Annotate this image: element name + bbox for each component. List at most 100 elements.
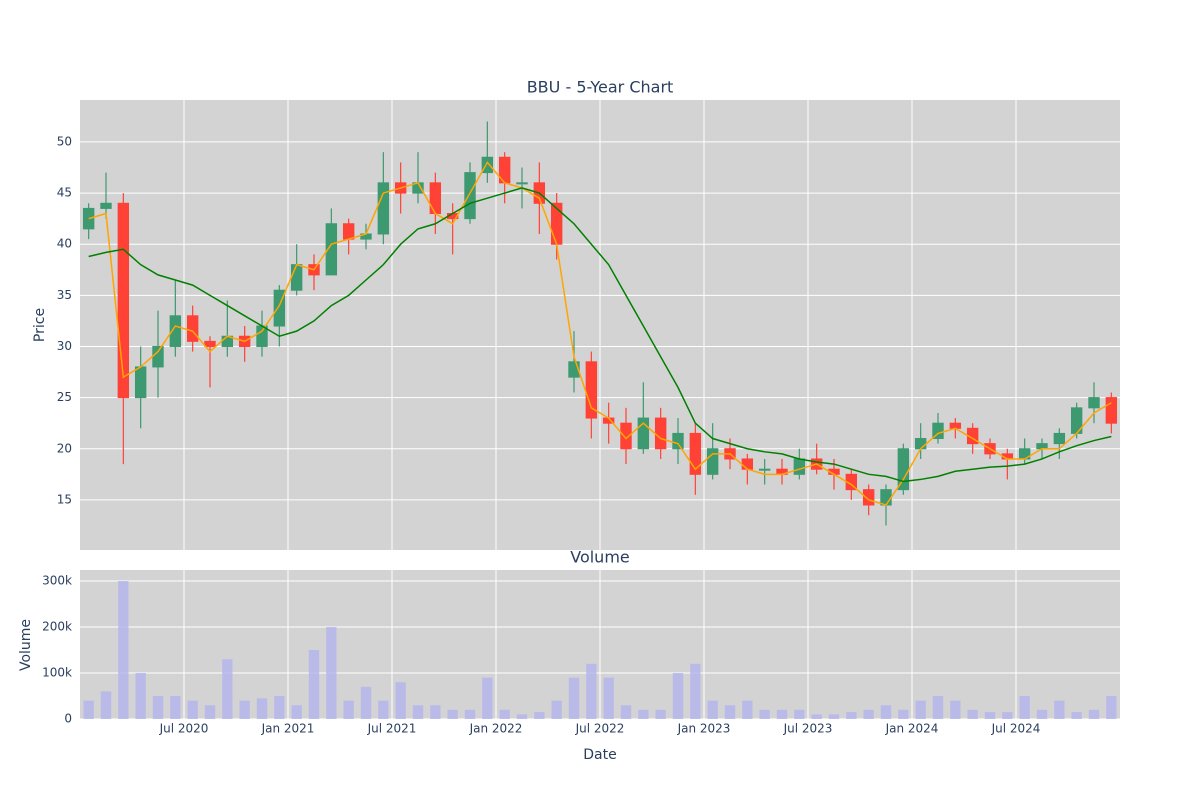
candle-body	[100, 202, 112, 209]
candle-body	[914, 438, 927, 450]
x-tick-label: Jan 2021	[261, 722, 315, 736]
candle-body	[204, 340, 216, 347]
candle-body	[342, 223, 355, 240]
y-tick-label: 300k	[42, 574, 72, 588]
volume-bar	[880, 705, 892, 719]
volume-bar	[464, 709, 476, 719]
y-tick-label: 45	[57, 186, 72, 200]
y-tick-label: 30	[57, 339, 72, 353]
candle-body	[377, 182, 390, 235]
x-tick-label: Jan 2023	[677, 722, 731, 736]
candle-body	[637, 417, 650, 450]
volume-bar	[724, 705, 736, 719]
candle-body	[1036, 443, 1048, 450]
volume-bar	[620, 705, 632, 719]
volume-bar	[360, 686, 372, 719]
volume-bar	[152, 696, 164, 719]
volume-bar	[256, 698, 268, 719]
candle-body	[290, 264, 303, 291]
candle-body	[758, 468, 771, 471]
candle-body	[689, 432, 702, 475]
candle-body	[1088, 397, 1100, 409]
y-tick-label: 0	[64, 712, 72, 726]
candle-body	[481, 156, 494, 174]
candle-body	[672, 432, 684, 450]
candle-body	[706, 448, 719, 475]
volume-bar	[516, 714, 528, 719]
y-tick-label: 15	[57, 492, 72, 506]
candle-body	[429, 182, 442, 215]
y-tick-label: 200k	[42, 620, 72, 634]
candle-body	[464, 172, 476, 220]
volume-bar	[776, 709, 788, 719]
volume-bar	[395, 682, 406, 719]
volume-bar	[204, 705, 216, 719]
volume-bar	[447, 709, 458, 719]
y-tick-label: 100k	[42, 666, 72, 680]
volume-bar	[863, 709, 874, 719]
volume-axis-title: Volume	[18, 619, 34, 671]
y-axis-title: Price	[32, 308, 48, 342]
volume-bar	[1054, 700, 1065, 719]
volume-bar	[568, 677, 580, 719]
volume-bar	[308, 650, 320, 719]
candle-body	[516, 182, 528, 185]
candle-body	[1105, 397, 1118, 424]
candle-body	[862, 489, 875, 506]
volume-bar	[586, 663, 597, 719]
volume-bar	[83, 700, 94, 719]
candle-body	[620, 422, 632, 450]
volume-bar	[1019, 696, 1030, 719]
volume-bar	[118, 581, 129, 719]
volume-bar	[967, 709, 978, 719]
candle-body	[550, 202, 563, 245]
volume-bar	[378, 700, 389, 719]
volume-title: Volume	[570, 548, 630, 567]
y-tick-label: 20	[57, 441, 72, 455]
volume-bar	[1071, 712, 1082, 719]
volume-bar	[603, 677, 614, 719]
volume-bar	[742, 700, 753, 719]
x-tick-label: Jan 2022	[469, 722, 523, 736]
volume-bar	[135, 673, 146, 719]
volume-bar	[482, 677, 493, 719]
y-tick-label: 25	[57, 390, 72, 404]
volume-bar	[534, 712, 545, 719]
volume-bar	[499, 709, 510, 719]
volume-bar	[326, 627, 337, 719]
candle-body	[880, 489, 892, 506]
moving-average-line	[88, 161, 1112, 506]
volume-bar	[430, 705, 441, 719]
volume-bar	[239, 700, 250, 719]
x-tick-label: Jul 2024	[991, 722, 1041, 736]
y-tick-label: 40	[57, 237, 72, 251]
volume-bar	[1106, 696, 1117, 719]
volume-bar	[100, 691, 112, 719]
volume-bar	[794, 709, 805, 719]
volume-bar	[898, 709, 909, 719]
volume-bar	[828, 714, 840, 719]
candle-body	[325, 223, 338, 276]
volume-bar	[1088, 709, 1100, 719]
y-tick-label: 50	[57, 134, 72, 148]
volume-bar	[170, 696, 181, 719]
candle-body	[273, 289, 286, 327]
candle-body	[793, 458, 806, 475]
volume-bar	[759, 709, 770, 719]
x-tick-label: Jul 2023	[783, 722, 833, 736]
volume-bar	[690, 663, 701, 719]
volume-bar	[1036, 709, 1048, 719]
x-tick-label: Jul 2020	[159, 722, 209, 736]
volume-bar	[551, 700, 562, 719]
candle-body	[932, 422, 944, 440]
volume-bar	[932, 696, 944, 719]
x-tick-label: Jan 2024	[885, 722, 939, 736]
candle-body	[169, 315, 182, 347]
volume-bar	[274, 696, 285, 719]
volume-bar	[222, 659, 233, 719]
volume-bar	[950, 700, 961, 719]
volume-bar	[187, 700, 198, 719]
volume-bar	[672, 673, 684, 719]
volume-bar	[412, 705, 424, 719]
moving-average-line	[88, 187, 1112, 483]
